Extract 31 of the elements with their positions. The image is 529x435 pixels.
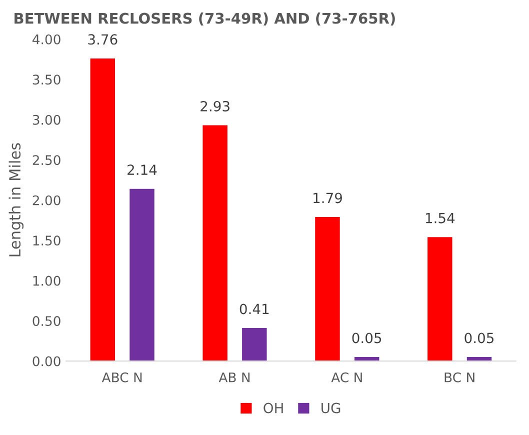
y-tick-label: 3.00	[32, 114, 60, 125]
data-label: 1.79	[314, 192, 342, 204]
bar	[130, 188, 154, 362]
x-tick-label: BC N	[444, 372, 474, 382]
data-label: 0.05	[464, 332, 494, 344]
y-tick-label: 0.50	[32, 316, 60, 326]
x-tick-label: ABC N	[102, 372, 142, 382]
x-tick-label: AB N	[218, 372, 250, 382]
bar	[90, 58, 116, 362]
bar	[315, 217, 340, 362]
bar	[242, 328, 267, 362]
data-label: 3.76	[88, 34, 118, 45]
y-tick-label: 0.00	[32, 356, 60, 366]
chart-title: BETWEEN RECLOSERS (73-49R) AND (73-765R)	[14, 12, 395, 26]
y-tick-label: 2.50	[32, 155, 60, 166]
bar	[428, 237, 452, 362]
y-tick-label: 4.00	[32, 34, 60, 44]
legend-label: UG	[322, 402, 340, 414]
y-axis-title: Length in Miles	[8, 143, 24, 256]
legend-label: OH	[264, 402, 283, 414]
x-tick-label: AC N	[331, 372, 362, 382]
data-label: 0.05	[352, 332, 382, 344]
data-label: 2.14	[128, 164, 157, 175]
y-tick-label: 3.50	[32, 74, 60, 85]
data-label: 1.54	[426, 212, 455, 224]
y-tick-label: 1.00	[33, 276, 60, 286]
y-tick-label: 2.00	[32, 195, 60, 206]
data-label: 0.41	[240, 304, 269, 314]
data-label: 2.93	[200, 100, 230, 112]
bar	[202, 125, 228, 362]
y-tick-label: 1.50	[33, 236, 60, 246]
